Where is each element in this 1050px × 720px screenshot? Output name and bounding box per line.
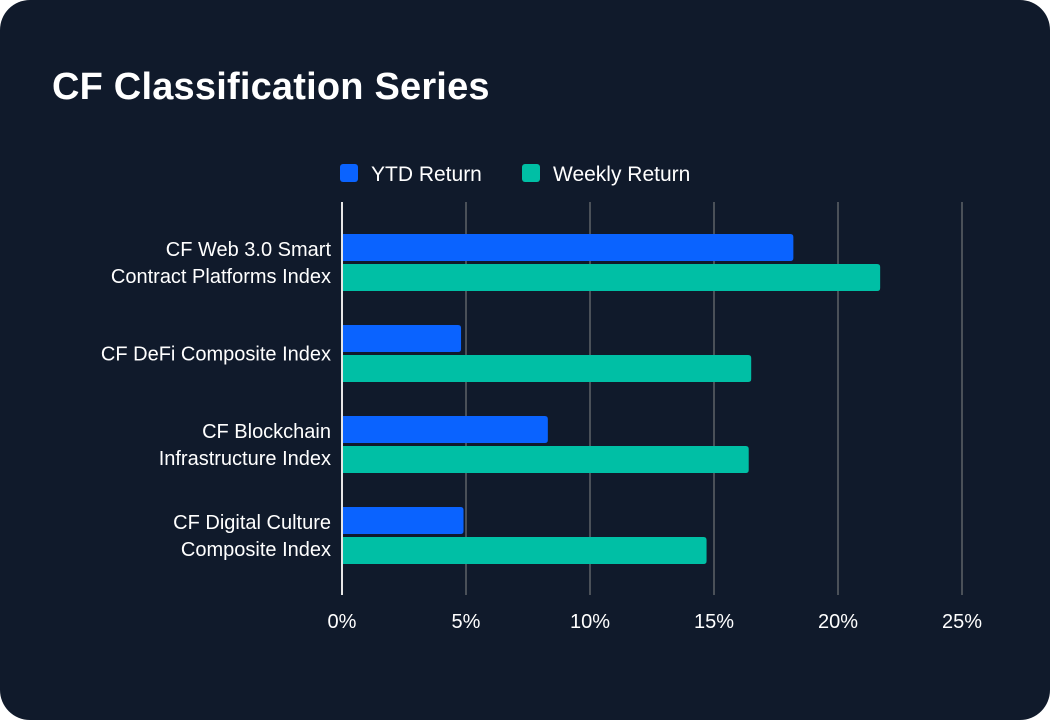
bar-weekly-return	[342, 446, 749, 473]
x-tick-label: 15%	[694, 611, 734, 633]
x-tick-label: 20%	[818, 611, 858, 633]
bar-weekly-return	[342, 355, 751, 382]
category-label-line: Infrastructure Index	[159, 448, 331, 470]
x-tick-label: 10%	[570, 611, 610, 633]
category-label-line: CF DeFi Composite Index	[101, 344, 331, 366]
category-label: CF Web 3.0 Smart Contract Platforms Index	[111, 239, 332, 288]
x-tick-label: 5%	[452, 611, 481, 633]
category-label-line: Contract Platforms Index	[111, 266, 331, 288]
category-label-line: CF Blockchain	[202, 421, 331, 443]
category-label-line: CF Digital Culture	[173, 512, 331, 534]
bar-weekly-return	[342, 264, 880, 291]
category-label: CF DeFi Composite Index	[101, 344, 331, 366]
category-label-line: CF Web 3.0 Smart	[166, 239, 332, 261]
bar-weekly-return	[342, 537, 707, 564]
bar-chart: CF Web 3.0 Smart Contract Platforms Index…	[0, 0, 1050, 720]
legend-label-weekly-return: Weekly Return	[553, 163, 690, 186]
x-tick-label: 25%	[942, 611, 982, 633]
bar-ytd-return	[342, 507, 464, 534]
category-label-line: Composite Index	[181, 539, 331, 561]
category-label: CF Digital Culture Composite Index	[173, 512, 331, 561]
category-label: CF Blockchain Infrastructure Index	[159, 421, 331, 470]
legend-swatch-weekly-return	[522, 164, 540, 182]
chart-card: CF Classification Series CF Web 3.0 Smar…	[0, 0, 1050, 720]
bar-ytd-return	[342, 234, 793, 261]
x-tick-label: 0%	[328, 611, 357, 633]
legend-swatch-ytd-return	[340, 164, 358, 182]
legend-label-ytd-return: YTD Return	[371, 163, 482, 186]
bar-ytd-return	[342, 325, 461, 352]
bar-ytd-return	[342, 416, 548, 443]
